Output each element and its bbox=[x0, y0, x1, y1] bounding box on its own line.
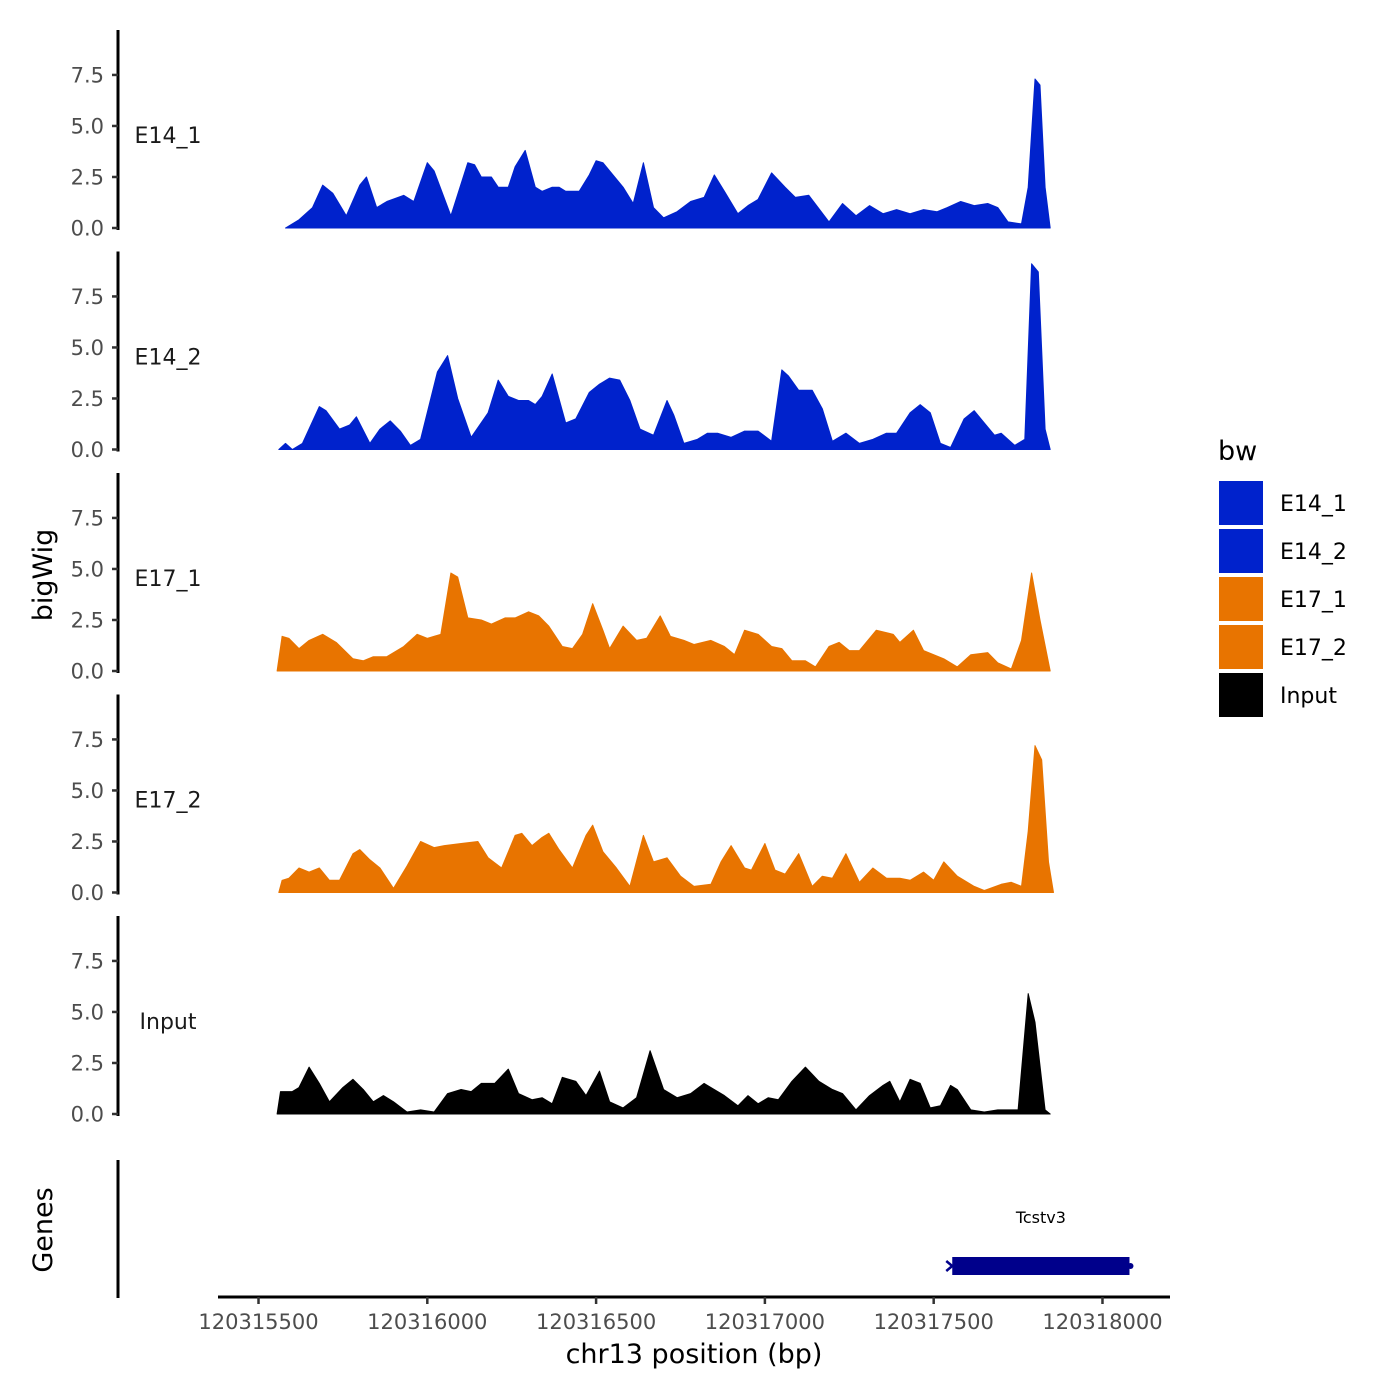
legend-label: E14_2 bbox=[1280, 540, 1347, 565]
gene-label: Tcstv3 bbox=[1015, 1208, 1066, 1227]
gene-body bbox=[952, 1257, 1130, 1275]
track-label: E17_2 bbox=[135, 789, 202, 814]
legend-label: Input bbox=[1280, 684, 1337, 709]
y-tick-label: 2.5 bbox=[71, 830, 104, 854]
genes-panel: Tcstv3 bbox=[116, 1160, 1134, 1298]
track-input: 0.0 2.5 5.0 7.5 Input bbox=[71, 916, 1051, 1127]
y-tick-label: 0.0 bbox=[71, 438, 104, 462]
x-axis: 120315500 120316000 120316500 120317000 1203… bbox=[198, 1295, 1170, 1334]
track-label: E17_1 bbox=[135, 567, 202, 592]
y-tick-label: 7.5 bbox=[71, 506, 104, 530]
y-tick-label: 0.0 bbox=[71, 1103, 104, 1127]
track-label: E14_2 bbox=[135, 346, 202, 371]
legend-swatch-e14_2 bbox=[1217, 527, 1265, 575]
y-tick-label: 5.0 bbox=[71, 114, 104, 138]
legend-swatch-e17_1 bbox=[1217, 575, 1265, 623]
track-e17_2: 0.0 2.5 5.0 7.5 E17_2 bbox=[71, 694, 1054, 905]
x-axis-title: chr13 position (bp) bbox=[566, 1339, 823, 1370]
legend-swatch-e14_1 bbox=[1217, 479, 1265, 527]
y-tick-label: 2.5 bbox=[71, 387, 104, 411]
tracks-layer: 0.0 2.5 5.0 7.5 E14_1 0.0 2.5 5.0 7.5 E14_2 0.0 2.5… bbox=[71, 30, 1054, 1127]
coverage-area-e17_2 bbox=[278, 745, 1054, 893]
y-tick-label: 5.0 bbox=[71, 336, 104, 360]
y-tick-label: 0.0 bbox=[71, 660, 104, 684]
legend-label: E17_1 bbox=[1280, 588, 1347, 613]
y-tick-label: 5.0 bbox=[71, 779, 104, 803]
legend-label: E14_1 bbox=[1280, 492, 1347, 517]
y-tick-label: 2.5 bbox=[71, 165, 104, 189]
y-tick-label: 0.0 bbox=[71, 217, 104, 241]
legend: bw E14_1 E14_2 E17_1 E17_2 Input bbox=[1217, 436, 1347, 719]
track-e17_1: 0.0 2.5 5.0 7.5 E17_1 bbox=[71, 473, 1051, 684]
x-tick-label: 120318000 bbox=[1042, 1310, 1162, 1334]
y-tick-label: 2.5 bbox=[71, 608, 104, 632]
x-tick-label: 120316000 bbox=[367, 1310, 487, 1334]
y-tick-label: 7.5 bbox=[71, 285, 104, 309]
track-label: Input bbox=[140, 1010, 197, 1035]
y-tick-label: 0.0 bbox=[71, 881, 104, 905]
x-tick-label: 120316500 bbox=[536, 1310, 656, 1334]
legend-title: bw bbox=[1218, 436, 1257, 467]
gene-end-marker bbox=[1127, 1263, 1134, 1269]
y-tick-label: 5.0 bbox=[71, 1000, 104, 1024]
legend-swatch-e17_2 bbox=[1217, 623, 1265, 671]
x-tick-label: 120315500 bbox=[198, 1310, 318, 1334]
x-tick-label: 120317000 bbox=[705, 1310, 825, 1334]
y-tick-label: 2.5 bbox=[71, 1051, 104, 1075]
coverage-area-e14_2 bbox=[278, 263, 1051, 450]
track-e14_1: 0.0 2.5 5.0 7.5 E14_1 bbox=[71, 30, 1051, 241]
coverage-area-e14_1 bbox=[285, 78, 1051, 229]
track-e14_2: 0.0 2.5 5.0 7.5 E14_2 bbox=[71, 251, 1051, 462]
legend-label: E17_2 bbox=[1280, 636, 1347, 661]
track-label: E14_1 bbox=[135, 124, 202, 149]
legend-swatch-input bbox=[1217, 671, 1265, 719]
gene-strand-arrow-icon bbox=[945, 1260, 955, 1272]
y-tick-label: 7.5 bbox=[71, 949, 104, 973]
y-tick-label: 5.0 bbox=[71, 557, 104, 581]
genes-axis-title: Genes bbox=[28, 1187, 59, 1272]
y-tick-label: 7.5 bbox=[71, 63, 104, 87]
y-tick-label: 7.5 bbox=[71, 728, 104, 752]
coverage-area-input bbox=[276, 993, 1051, 1115]
x-tick-label: 120317500 bbox=[874, 1310, 994, 1334]
coverage-area-e17_1 bbox=[276, 572, 1051, 672]
y-axis-title: bigWig bbox=[28, 529, 59, 622]
